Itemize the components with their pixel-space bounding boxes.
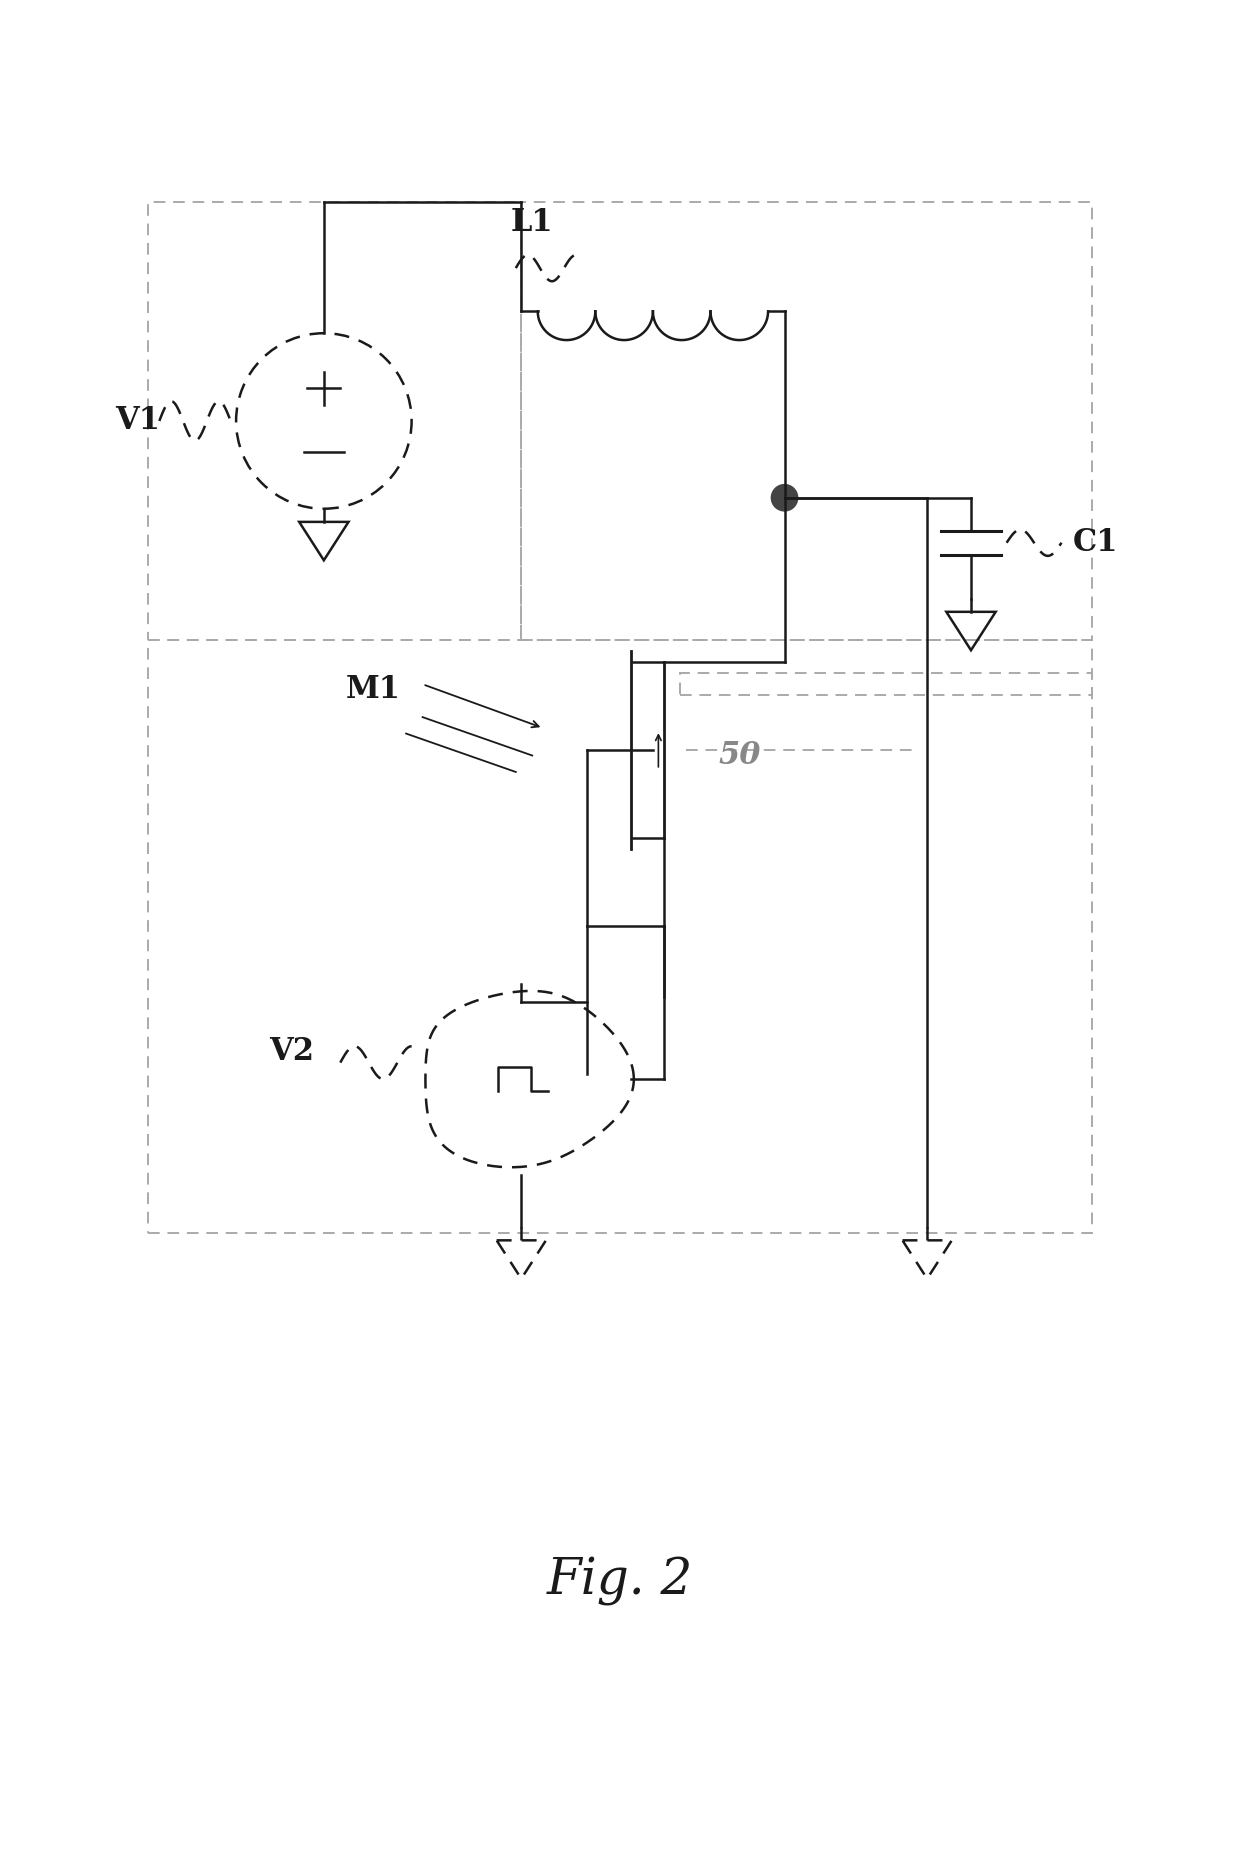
Text: L1: L1 — [511, 206, 553, 238]
Text: C1: C1 — [1073, 526, 1117, 558]
Text: V1: V1 — [115, 405, 160, 436]
Text: M1: M1 — [346, 674, 401, 706]
Text: 50: 50 — [719, 740, 761, 772]
Text: V2: V2 — [269, 1036, 314, 1068]
Circle shape — [771, 485, 797, 511]
Text: Fig. 2: Fig. 2 — [547, 1556, 693, 1607]
